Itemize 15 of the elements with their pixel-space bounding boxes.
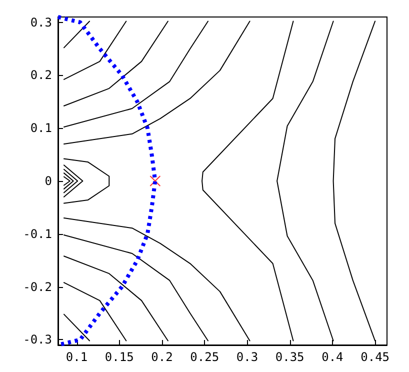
y-tick-label: 0.1	[30, 121, 52, 136]
x-tick-label: 0.2	[151, 350, 173, 364]
y-tick-label: -0.3	[23, 332, 52, 347]
y-tick-label: -0.1	[23, 226, 52, 241]
x-tick-label: 0.1	[66, 350, 88, 364]
y-tick-label: 0	[44, 174, 52, 188]
x-tick-label: 0.35	[275, 350, 304, 364]
x-tick-label: 0.25	[190, 350, 220, 364]
y-tick-label: 0.2	[30, 68, 52, 82]
x-tick-label: 0.4	[322, 350, 344, 364]
y-tick-label: 0.3	[30, 15, 52, 30]
x-tick-label: 0.45	[360, 350, 390, 364]
y-tick-label: -0.2	[23, 280, 52, 294]
x-tick-label: 0.3	[236, 350, 258, 364]
x-tick-label: 0.15	[104, 350, 134, 364]
